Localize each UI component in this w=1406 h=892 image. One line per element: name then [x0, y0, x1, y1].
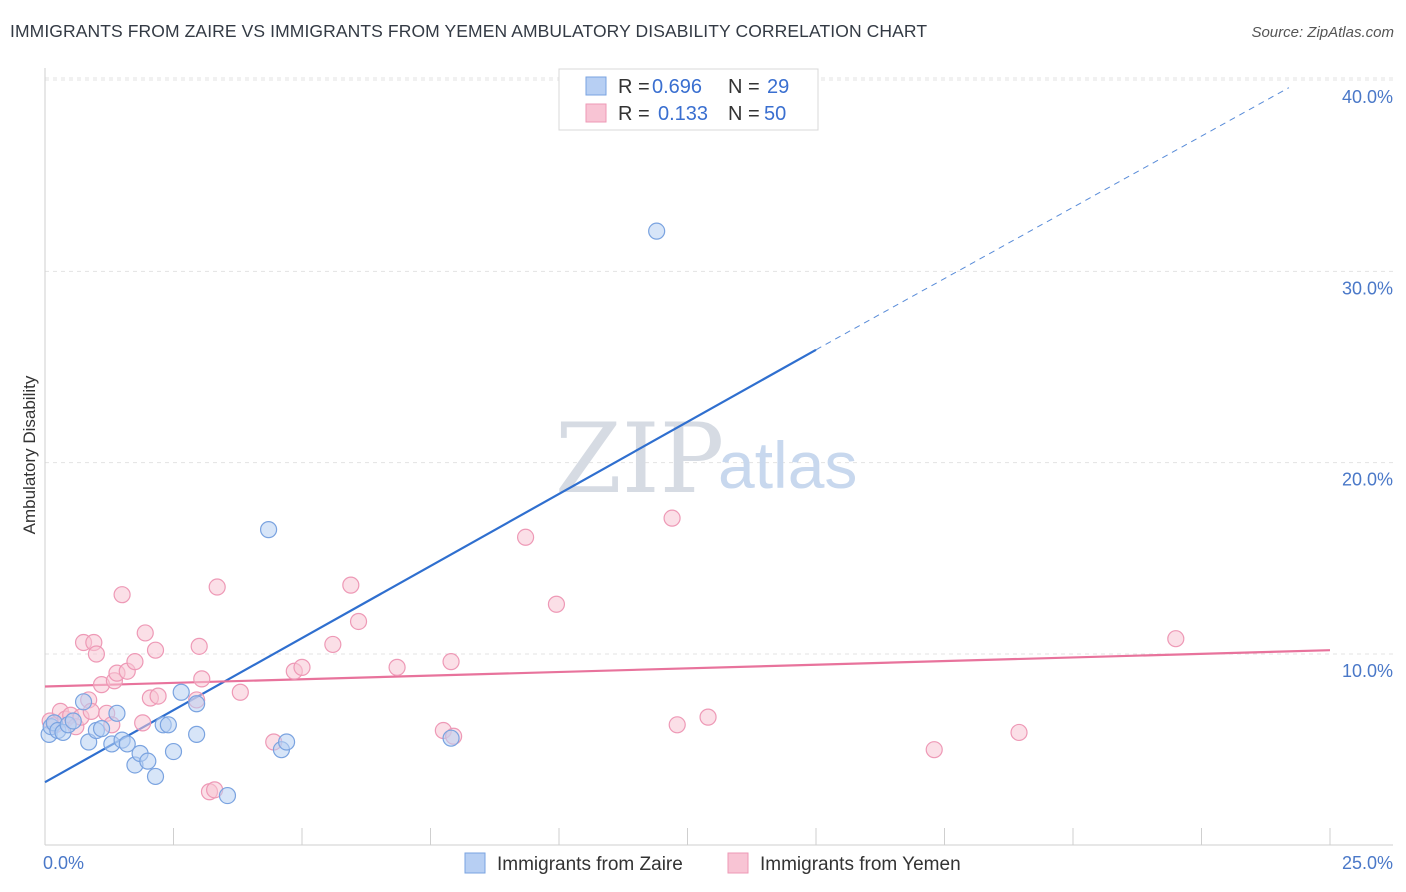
yemen-point	[113, 586, 131, 604]
yemen-point	[547, 595, 566, 613]
zaire-point	[118, 735, 136, 753]
yemen-point	[925, 741, 943, 759]
legend-n-value-zaire: 29	[767, 76, 789, 98]
zaire-point	[442, 729, 460, 747]
legend-swatch-yemen	[585, 103, 607, 123]
yemen-point	[87, 645, 106, 663]
zaire-point	[172, 683, 190, 701]
watermark: ZIP atlas	[555, 403, 857, 515]
legend-r-label-yemen: R =	[618, 103, 650, 125]
watermark-zip: ZIP	[555, 403, 724, 515]
yemen-point	[1010, 723, 1028, 742]
zaire-point	[259, 521, 278, 539]
zaire-point	[188, 695, 206, 713]
yemen-point	[663, 509, 681, 527]
yemen-point	[1167, 630, 1185, 648]
legend-r-value-zaire: 0.696	[652, 76, 702, 98]
bottom-legend-label-yemen: Immigrants from Yemen	[760, 854, 961, 875]
trend-line-zaire	[44, 348, 817, 784]
yemen-point	[324, 635, 342, 654]
yemen-point	[668, 716, 686, 734]
legend-box: R = 0.696 N = 29 R = 0.133 N = 50	[558, 68, 819, 131]
zaire-point	[164, 742, 183, 761]
yemen-point	[442, 653, 460, 671]
legend-n-label-yemen: N =	[728, 103, 760, 125]
yemen-point	[231, 683, 249, 701]
trend-line-yemen	[44, 649, 1331, 688]
yemen-point	[146, 641, 165, 659]
trend-lines	[44, 87, 1331, 784]
legend-r-value-yemen: 0.133	[658, 103, 708, 125]
yemen-point	[208, 578, 226, 596]
grid-lines	[45, 77, 1393, 655]
x-tick-label: 0.0%	[43, 853, 84, 873]
legend-n-value-yemen: 50	[764, 103, 786, 125]
zaire-point	[139, 752, 157, 770]
y-tick-label: 30.0%	[1342, 278, 1393, 298]
zaire-point	[146, 767, 165, 786]
zaire-point	[74, 693, 93, 711]
yemen-point	[388, 658, 406, 676]
yemen-point	[190, 637, 208, 655]
zaire-point	[277, 733, 296, 751]
scatter-points	[40, 222, 1185, 805]
zaire-point	[188, 725, 206, 743]
trend-line-zaire-extension	[815, 87, 1290, 351]
chart-title: IMMIGRANTS FROM ZAIRE VS IMMIGRANTS FROM…	[10, 21, 928, 41]
zaire-point	[648, 222, 666, 240]
zaire-point	[108, 704, 126, 722]
yemen-point	[342, 576, 360, 594]
legend-n-label-zaire: N =	[728, 76, 760, 98]
zaire-point	[159, 716, 177, 734]
yemen-point	[699, 708, 717, 726]
yemen-point	[136, 624, 154, 642]
tick-labels: 10.0% 20.0% 30.0% 40.0% 0.0% 25.0%	[43, 87, 1393, 873]
zaire-point	[218, 786, 237, 805]
yemen-point	[293, 658, 311, 676]
y-tick-label: 10.0%	[1342, 661, 1393, 681]
yemen-point	[126, 653, 144, 671]
legend-swatch-zaire	[585, 76, 607, 96]
yemen-point	[349, 612, 368, 631]
watermark-atlas: atlas	[718, 428, 857, 502]
bottom-legend-swatch-yemen	[727, 852, 749, 874]
y-axis-label: Ambulatory Disability	[20, 375, 39, 534]
legend-r-label-zaire: R =	[618, 76, 650, 98]
zaire-point	[64, 712, 82, 730]
bottom-legend-swatch-zaire	[464, 852, 486, 874]
zaire-point	[92, 720, 111, 738]
bottom-legend: Immigrants from Zaire Immigrants from Ye…	[464, 852, 961, 875]
yemen-point	[149, 687, 167, 705]
yemen-point	[134, 714, 152, 732]
bottom-legend-label-zaire: Immigrants from Zaire	[497, 854, 683, 875]
yemen-point	[516, 528, 535, 546]
yemen-point	[193, 670, 211, 688]
y-tick-label: 20.0%	[1342, 470, 1393, 490]
y-tick-label: 40.0%	[1342, 87, 1393, 107]
source-label: Source: ZipAtlas.com	[1251, 24, 1394, 41]
x-tick-label: 25.0%	[1342, 853, 1393, 873]
